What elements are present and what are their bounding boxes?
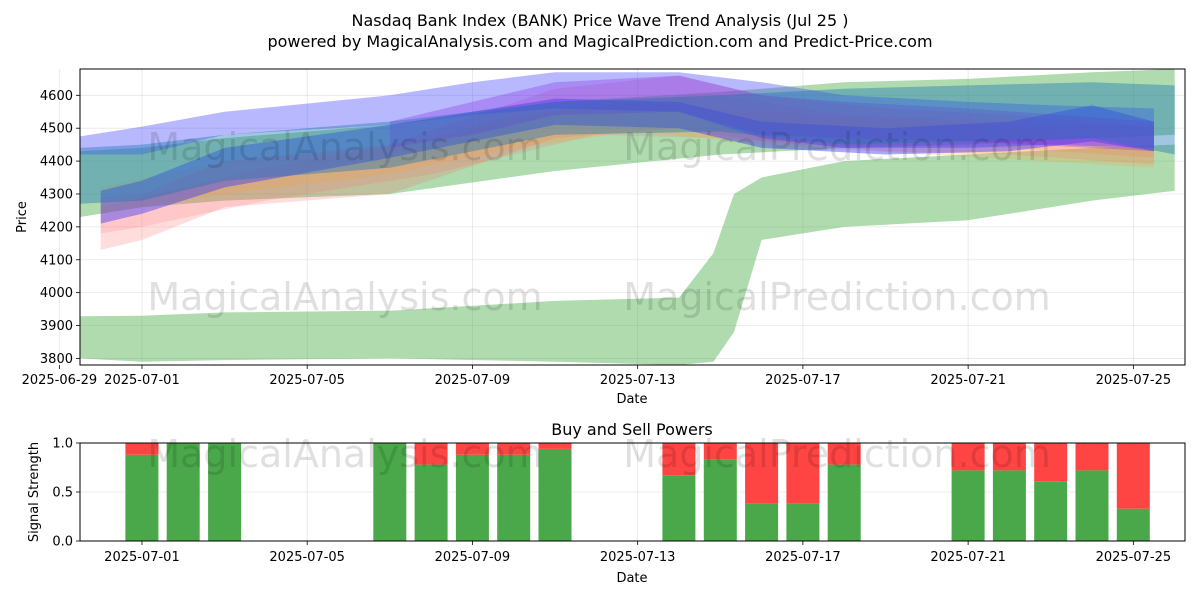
price-band-6 <box>80 72 1154 155</box>
price-plot-frame <box>79 68 1186 366</box>
signal-y-tick-label: 0.5 <box>52 486 73 501</box>
signal-bars <box>125 443 1150 541</box>
price-x-tick-label: 2025-06-29 <box>22 373 98 388</box>
watermark-text: MagicalAnalysis.com <box>147 275 542 319</box>
buy-power-bar <box>373 443 407 541</box>
watermark-text: MagicalPrediction.com <box>623 125 1051 169</box>
buy-power-bar <box>208 443 242 541</box>
price-grid <box>58 69 1185 365</box>
sell-power-bar <box>786 443 820 504</box>
price-y-tick-label: 4300 <box>40 187 73 202</box>
sell-power-bar <box>703 443 737 460</box>
price-x-tick-label: 2025-07-01 <box>104 373 180 388</box>
buy-power-bar <box>497 454 531 541</box>
signal-x-tick-label: 2025-07-17 <box>765 550 841 565</box>
sell-power-bar <box>992 443 1026 471</box>
sell-power-bar <box>827 443 861 465</box>
price-x-axis-label: Date <box>616 392 647 407</box>
buy-power-bar <box>745 503 779 541</box>
signal-y-tick-label: 1.0 <box>52 437 73 452</box>
sell-power-bar <box>497 443 531 455</box>
watermark-text: MagicalAnalysis.com <box>147 432 542 476</box>
buy-power-bar <box>703 459 737 541</box>
price-y-tick-label: 3800 <box>40 352 73 367</box>
price-band-8 <box>389 75 1154 152</box>
price-band-4 <box>100 95 1155 234</box>
signal-x-tick-label: 2025-07-13 <box>600 550 676 565</box>
buy-power-bar <box>538 448 572 541</box>
signal-x-tick-label: 2025-07-21 <box>930 550 1006 565</box>
sell-power-bar <box>414 443 448 465</box>
signal-watermarks: MagicalAnalysis.com MagicalPrediction.com <box>147 432 1050 476</box>
sell-power-bar <box>951 443 985 471</box>
buy-power-bar <box>992 470 1026 541</box>
price-x-tick-label: 2025-07-25 <box>1096 373 1172 388</box>
sell-power-bar <box>662 443 696 476</box>
price-y-tick-label: 4500 <box>40 122 73 137</box>
signal-x-tick-label: 2025-07-25 <box>1096 550 1172 565</box>
buy-power-bar <box>455 454 489 541</box>
buy-power-bar <box>827 464 861 541</box>
price-x-tick-label: 2025-07-21 <box>930 373 1006 388</box>
signal-x-axis-label: Date <box>616 571 647 586</box>
price-y-tick-label: 4400 <box>40 155 73 170</box>
signal-x-tick-label: 2025-07-01 <box>104 550 180 565</box>
buy-power-bar <box>1116 508 1150 541</box>
buy-sell-powers-chart: Buy and Sell Powers MagicalAnalysis.com M… <box>27 420 1186 586</box>
signal-x-tick-label: 2025-07-05 <box>269 550 345 565</box>
chart-title: Nasdaq Bank Index (BANK) Price Wave Tren… <box>352 11 849 30</box>
price-band-5 <box>100 101 1155 214</box>
price-band-3 <box>100 75 1155 250</box>
buy-power-bar <box>125 454 159 541</box>
buy-power-bar <box>1034 481 1068 541</box>
price-band-7 <box>100 98 1155 224</box>
price-x-ticks: 2025-06-29 2025-07-01 2025-07-05 2025-07-09… <box>22 365 1172 388</box>
signal-y-tick-label: 0.0 <box>52 535 73 550</box>
buy-power-bar <box>951 470 985 541</box>
buy-power-bar <box>786 503 820 541</box>
price-x-tick-label: 2025-07-05 <box>269 373 345 388</box>
buy-power-bar <box>414 464 448 541</box>
price-y-tick-label: 4000 <box>40 286 73 301</box>
price-x-tick-label: 2025-07-13 <box>600 373 676 388</box>
price-y-tick-label: 4600 <box>40 89 73 104</box>
signal-x-tick-label: 2025-07-09 <box>435 550 511 565</box>
price-x-tick-label: 2025-07-17 <box>765 373 841 388</box>
sell-power-bar <box>1075 443 1109 471</box>
signal-chart-title: Buy and Sell Powers <box>551 420 713 439</box>
price-band-9 <box>80 82 1175 204</box>
price-y-ticks: 3800 3900 4000 4100 4200 4300 4400 4500 4600 <box>40 89 80 367</box>
signal-x-ticks: 2025-07-01 2025-07-05 2025-07-09 2025-07-13… <box>104 541 1171 565</box>
price-band-1 <box>80 144 1175 365</box>
sell-power-bar <box>125 443 159 455</box>
watermark-text: MagicalPrediction.com <box>623 432 1051 476</box>
watermark-text: MagicalPrediction.com <box>623 275 1051 319</box>
price-y-tick-label: 3900 <box>40 319 73 334</box>
chart-subtitle: powered by MagicalAnalysis.com and Magic… <box>267 32 932 51</box>
sell-power-bar <box>745 443 779 504</box>
signal-y-axis-label: Signal Strength <box>27 442 42 542</box>
price-band-2 <box>80 69 1175 217</box>
price-y-axis-label: Price <box>15 201 30 233</box>
buy-power-bar <box>1075 470 1109 541</box>
buy-power-bar <box>662 475 696 541</box>
signal-y-ticks: 0.0 0.5 1.0 <box>52 437 80 550</box>
sell-power-bar <box>1116 443 1150 509</box>
price-x-tick-label: 2025-07-09 <box>435 373 511 388</box>
buy-power-bar <box>166 443 200 541</box>
sell-power-bar <box>538 443 572 449</box>
sell-power-bar <box>455 443 489 455</box>
price-wave-chart: MagicalAnalysis.com MagicalPrediction.com… <box>15 68 1186 407</box>
sell-power-bar <box>1034 443 1068 482</box>
price-y-tick-label: 4100 <box>40 253 73 268</box>
price-bands <box>80 69 1175 365</box>
price-watermarks: MagicalAnalysis.com MagicalPrediction.com… <box>147 125 1050 319</box>
watermark-text: MagicalAnalysis.com <box>147 125 542 169</box>
price-y-tick-label: 4200 <box>40 220 73 235</box>
